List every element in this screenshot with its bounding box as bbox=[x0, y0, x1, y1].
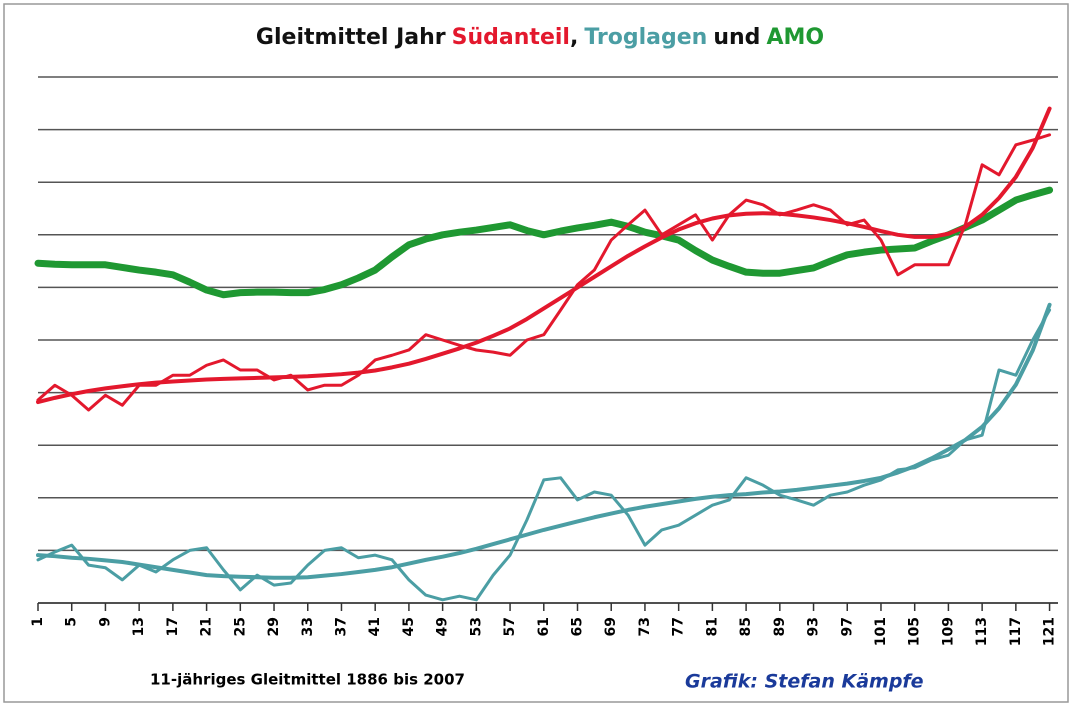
frame bbox=[3, 3, 1069, 703]
x-tick-label: 1 bbox=[30, 617, 46, 627]
title-part: Südanteil bbox=[452, 25, 570, 50]
x-tick-label: 53 bbox=[468, 617, 484, 636]
x-tick-label: 65 bbox=[570, 617, 586, 636]
x-tick-label: 17 bbox=[165, 617, 181, 636]
title-part: Gleitmittel Jahr bbox=[256, 25, 446, 50]
series-line bbox=[36, 302, 1052, 580]
x-tick-label: 97 bbox=[839, 617, 855, 636]
x-tick-label: 49 bbox=[435, 617, 451, 636]
x-tick-label: 121 bbox=[1042, 617, 1058, 646]
x-tick-label: 41 bbox=[367, 617, 383, 636]
x-tick-label: 77 bbox=[671, 617, 687, 636]
x-tick-label: 13 bbox=[131, 617, 147, 636]
x-tick-label: 57 bbox=[502, 617, 518, 636]
x-tick-label: 21 bbox=[199, 617, 215, 636]
x-tick-label: 37 bbox=[333, 617, 349, 636]
credit: Grafik: Stefan Kämpfe bbox=[685, 671, 924, 693]
x-tick-label: 25 bbox=[232, 617, 248, 636]
title-part: AMO bbox=[766, 25, 824, 50]
series-line bbox=[36, 308, 1052, 602]
x-tick-label: 101 bbox=[873, 617, 889, 646]
title-part: und bbox=[713, 25, 760, 50]
series-line bbox=[36, 106, 1052, 405]
x-tick-label: 85 bbox=[738, 617, 754, 636]
x-tick-label: 109 bbox=[940, 617, 956, 646]
x-tick-label: 29 bbox=[266, 617, 282, 636]
x-tick-label: 9 bbox=[97, 617, 113, 627]
x-tick-label: 93 bbox=[806, 617, 822, 636]
x-tick-label: 5 bbox=[64, 617, 80, 627]
x-tick-label: 117 bbox=[1008, 617, 1024, 646]
title-part: Troglagen bbox=[584, 25, 707, 50]
x-tick-label: 61 bbox=[536, 617, 552, 636]
x-tick-label: 69 bbox=[603, 617, 619, 636]
x-tick-label: 81 bbox=[704, 617, 720, 636]
x-tick-label: 105 bbox=[907, 617, 923, 646]
x-tick-label: 113 bbox=[974, 617, 990, 646]
x-tick-label: 45 bbox=[401, 617, 417, 636]
series-line bbox=[36, 133, 1052, 412]
chart-title: Gleitmittel Jahr Südanteil, Troglagen und AM… bbox=[256, 25, 824, 50]
x-tick-label: 73 bbox=[637, 617, 653, 636]
x-tick-label: 89 bbox=[772, 617, 788, 636]
x-tick-label: 33 bbox=[300, 617, 316, 636]
footnote: 11-jähriges Gleitmittel 1886 bis 2007 bbox=[150, 671, 465, 689]
series-line bbox=[34, 186, 1054, 299]
title-part: , bbox=[570, 25, 578, 50]
